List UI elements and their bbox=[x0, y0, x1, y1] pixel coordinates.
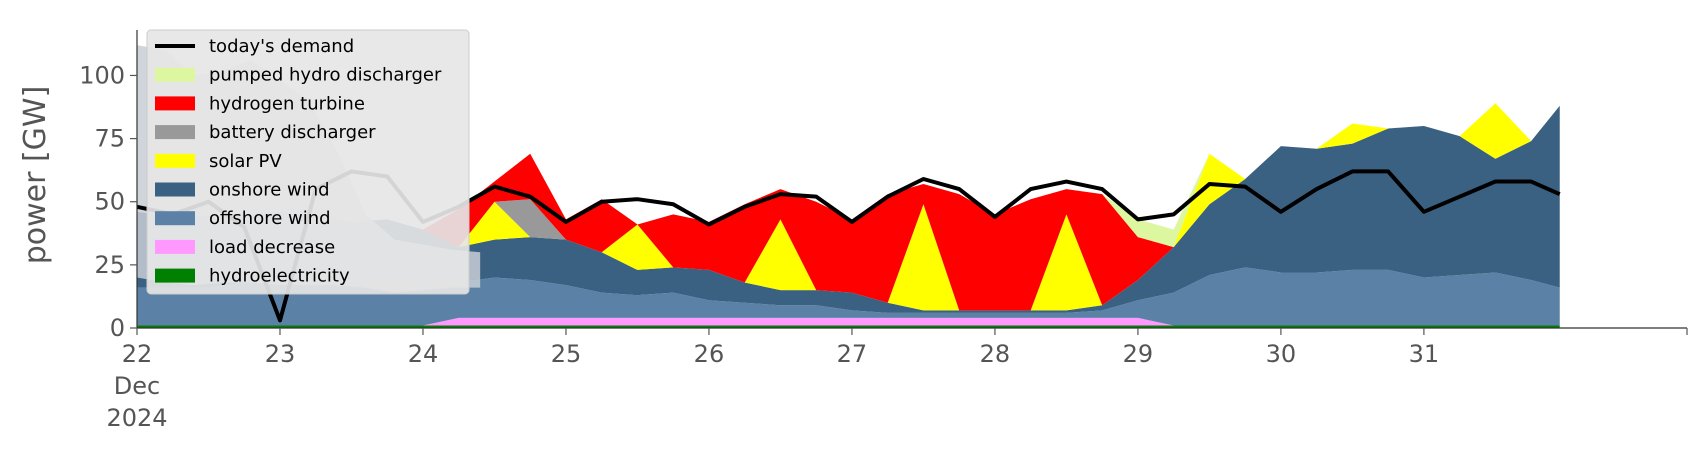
y-tick-label: 50 bbox=[94, 188, 125, 216]
legend-label-hydrogen-turbine: hydrogen turbine bbox=[209, 93, 365, 114]
legend-swatch-load-decrease bbox=[155, 239, 195, 254]
legend-label-pumped-hydro-discharger: pumped hydro discharger bbox=[209, 65, 442, 86]
x-tick-label: 31 bbox=[1409, 340, 1440, 368]
legend-label-offshore-wind: offshore wind bbox=[209, 208, 331, 229]
legend-label-hydroelectricity: hydroelectricity bbox=[209, 266, 350, 287]
legend-swatch-offshore-wind bbox=[155, 211, 195, 226]
x-tick-label: 30 bbox=[1266, 340, 1297, 368]
y-tick-label: 75 bbox=[94, 125, 125, 153]
axes: 0 25 50 75 100 22 Dec 2024 23 24 25 26 27 28 29 30 31 bbox=[79, 30, 1688, 432]
x-tick-label: 24 bbox=[408, 340, 439, 368]
legend-swatch-hydroelectricity bbox=[155, 268, 195, 283]
x-tick-year: 2024 bbox=[106, 404, 167, 432]
x-tick-label: 23 bbox=[265, 340, 296, 368]
y-axis-label: power [GW] bbox=[18, 86, 53, 265]
legend-box bbox=[146, 29, 470, 295]
area-offshore-wind bbox=[137, 267, 1560, 326]
legend-swatch-pumped-hydro-discharger bbox=[155, 67, 195, 82]
area-load-decrease bbox=[137, 317, 1560, 326]
legend-swatch-battery-discharger bbox=[155, 125, 195, 140]
y-tick-label: 0 bbox=[110, 314, 125, 342]
legend-swatch-onshore-wind bbox=[155, 182, 195, 197]
area-hydroelectricity bbox=[137, 325, 1560, 328]
y-tick-label: 25 bbox=[94, 251, 125, 279]
legend-label-load-decrease: load decrease bbox=[209, 237, 335, 258]
stacked-areas bbox=[137, 103, 1560, 328]
legend-label-today-s-demand: today's demand bbox=[209, 36, 354, 57]
x-tick-label: 27 bbox=[837, 340, 868, 368]
legend: today's demand pumped hydro discharger hyd… bbox=[146, 29, 470, 295]
x-tick-label: 29 bbox=[1123, 340, 1154, 368]
x-tick-label: 22 bbox=[122, 340, 153, 368]
area-onshore-wind bbox=[137, 105, 1560, 313]
legend-swatch-hydrogen-turbine bbox=[155, 96, 195, 111]
area-hydrogen-turbine bbox=[137, 103, 1560, 311]
legend-label-battery-discharger: battery discharger bbox=[209, 122, 376, 143]
legend-label-onshore-wind: onshore wind bbox=[209, 180, 330, 201]
legend-swatch-solar-pv bbox=[155, 153, 195, 168]
x-tick-label: 26 bbox=[694, 340, 725, 368]
legend-label-solar-pv: solar PV bbox=[209, 151, 282, 172]
y-tick-label: 100 bbox=[79, 61, 125, 89]
x-tick-label: 25 bbox=[551, 340, 582, 368]
x-tick-label: 28 bbox=[980, 340, 1011, 368]
x-tick-month: Dec bbox=[114, 372, 160, 400]
